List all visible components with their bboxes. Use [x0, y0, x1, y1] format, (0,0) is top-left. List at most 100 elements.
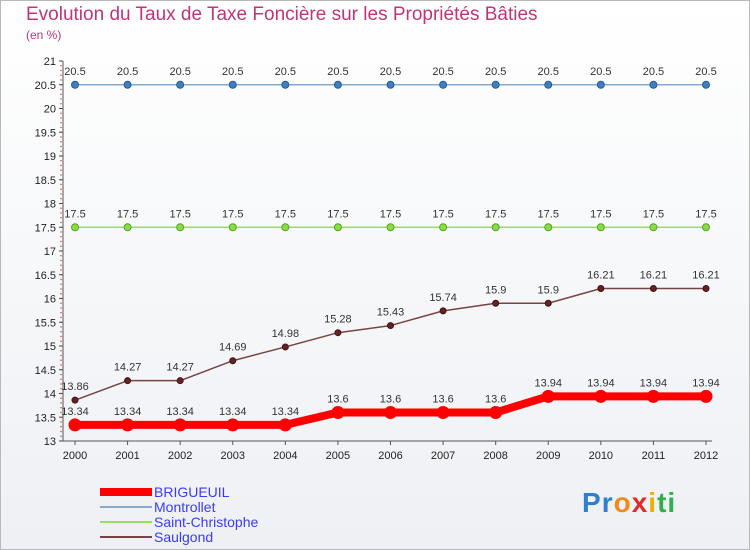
data-point-saint-christophe	[491, 223, 500, 232]
x-tick-label: 2001	[115, 450, 139, 462]
legend-swatch	[100, 506, 152, 508]
y-minor-tick	[60, 421, 62, 423]
data-label-montrollet: 20.5	[64, 66, 85, 78]
logo-letter: t	[657, 487, 668, 518]
data-label-montrollet: 20.5	[432, 66, 453, 78]
y-minor-tick	[60, 397, 62, 399]
y-minor-tick	[60, 264, 62, 266]
y-tick-label: 21	[44, 56, 56, 68]
data-label-saint-christophe: 17.5	[327, 208, 348, 220]
data-label-saulgond: 15.74	[429, 292, 457, 304]
data-label-saint-christophe: 17.5	[64, 208, 85, 220]
data-point-saint-christophe	[123, 223, 132, 232]
data-point-brigueuil	[68, 418, 82, 432]
data-point-saulgond	[229, 357, 237, 365]
data-point-saulgond	[597, 285, 605, 293]
data-label-saint-christophe: 17.5	[169, 208, 190, 220]
logo-letter: i	[667, 487, 677, 518]
y-minor-tick	[60, 359, 62, 361]
data-point-saint-christophe	[71, 223, 79, 232]
data-label-brigueuil: 13.34	[166, 406, 194, 418]
x-tick-label: 2009	[536, 450, 560, 462]
y-minor-tick	[60, 126, 62, 129]
y-tick-label: 15	[44, 341, 56, 353]
y-minor-tick	[60, 340, 62, 342]
data-point-brigueuil	[384, 406, 397, 419]
x-tick-label: 2002	[168, 450, 192, 462]
y-minor-tick	[60, 74, 62, 76]
data-point-montrollet	[176, 80, 185, 89]
data-label-saulgond: 14.27	[114, 362, 142, 374]
y-minor-tick	[60, 430, 62, 433]
y-minor-tick	[60, 302, 62, 304]
data-label-saulgond: 14.27	[166, 362, 194, 374]
y-minor-tick	[60, 388, 62, 390]
series-brigueuil	[68, 389, 713, 432]
y-minor-tick	[60, 217, 62, 219]
x-tick-label: 2012	[694, 450, 718, 462]
y-minor-tick	[60, 378, 62, 380]
data-point-saint-christophe	[702, 223, 710, 232]
data-label-brigueuil: 13.6	[327, 394, 348, 406]
data-point-saulgond	[702, 285, 710, 293]
data-point-saulgond	[176, 377, 184, 385]
y-minor-tick	[60, 312, 62, 314]
y-minor-tick	[60, 188, 62, 190]
y-minor-tick	[60, 283, 62, 285]
data-label-montrollet: 20.5	[380, 66, 401, 78]
legend-label: BRIGUEUIL	[154, 484, 230, 500]
data-point-brigueuil	[173, 418, 187, 432]
x-tick-label: 2005	[326, 450, 350, 462]
x-tick-label: 2000	[63, 450, 87, 462]
y-tick-label: 16	[44, 294, 56, 306]
data-point-saulgond	[387, 322, 394, 330]
data-point-brigueuil	[121, 418, 135, 432]
y-minor-tick	[60, 402, 62, 404]
y-minor-tick	[60, 288, 62, 290]
y-minor-tick	[60, 354, 62, 357]
data-point-saint-christophe	[228, 223, 237, 232]
legend-label: Montrollet	[154, 499, 216, 515]
y-minor-tick	[60, 193, 62, 195]
y-minor-tick	[60, 269, 62, 271]
y-tick-label: 17	[44, 246, 56, 258]
series-saulgond	[71, 285, 710, 404]
data-point-brigueuil	[541, 389, 555, 403]
y-minor-tick	[60, 69, 62, 72]
data-label-saulgond: 14.98	[272, 328, 300, 340]
data-label-brigueuil: 13.34	[114, 406, 142, 418]
data-label-brigueuil: 13.6	[485, 394, 506, 406]
data-point-montrollet	[439, 80, 448, 89]
y-minor-tick	[60, 426, 62, 428]
data-label-saulgond: 15.9	[485, 284, 506, 296]
x-tick-label: 2010	[589, 450, 613, 462]
y-minor-tick	[60, 88, 62, 91]
y-minor-tick	[60, 150, 62, 152]
data-point-montrollet	[596, 80, 605, 89]
data-point-brigueuil	[278, 418, 292, 432]
data-label-saint-christophe: 17.5	[590, 208, 611, 220]
data-label-saulgond: 16.21	[640, 270, 668, 282]
y-minor-tick	[60, 122, 62, 124]
data-point-saint-christophe	[281, 223, 290, 232]
y-minor-tick	[60, 255, 62, 257]
y-tick-label: 16.5	[35, 270, 56, 282]
y-tick-label: 13	[44, 436, 56, 448]
data-label-saint-christophe: 17.5	[538, 208, 559, 220]
data-label-brigueuil: 13.34	[61, 406, 89, 418]
legend-label: Saint-Christophe	[154, 514, 259, 530]
x-tick-label: 2006	[378, 450, 402, 462]
legend-swatch	[100, 536, 152, 538]
data-point-saulgond	[124, 377, 132, 385]
y-minor-tick	[60, 236, 62, 238]
data-point-brigueuil	[594, 389, 608, 403]
y-minor-tick	[60, 435, 62, 437]
series-layer: 20.5 20.5 20.5 20.5 20.5 20.5 20.5 20.5 20.5 20.5…	[61, 66, 720, 432]
x-tick-label: 2008	[483, 450, 507, 462]
y-minor-tick	[60, 293, 62, 295]
data-point-montrollet	[228, 80, 237, 89]
y-tick-label: 20.5	[35, 80, 56, 92]
y-minor-tick	[60, 331, 62, 333]
y-minor-tick	[60, 326, 62, 328]
y-tick-label: 17.5	[35, 222, 56, 234]
